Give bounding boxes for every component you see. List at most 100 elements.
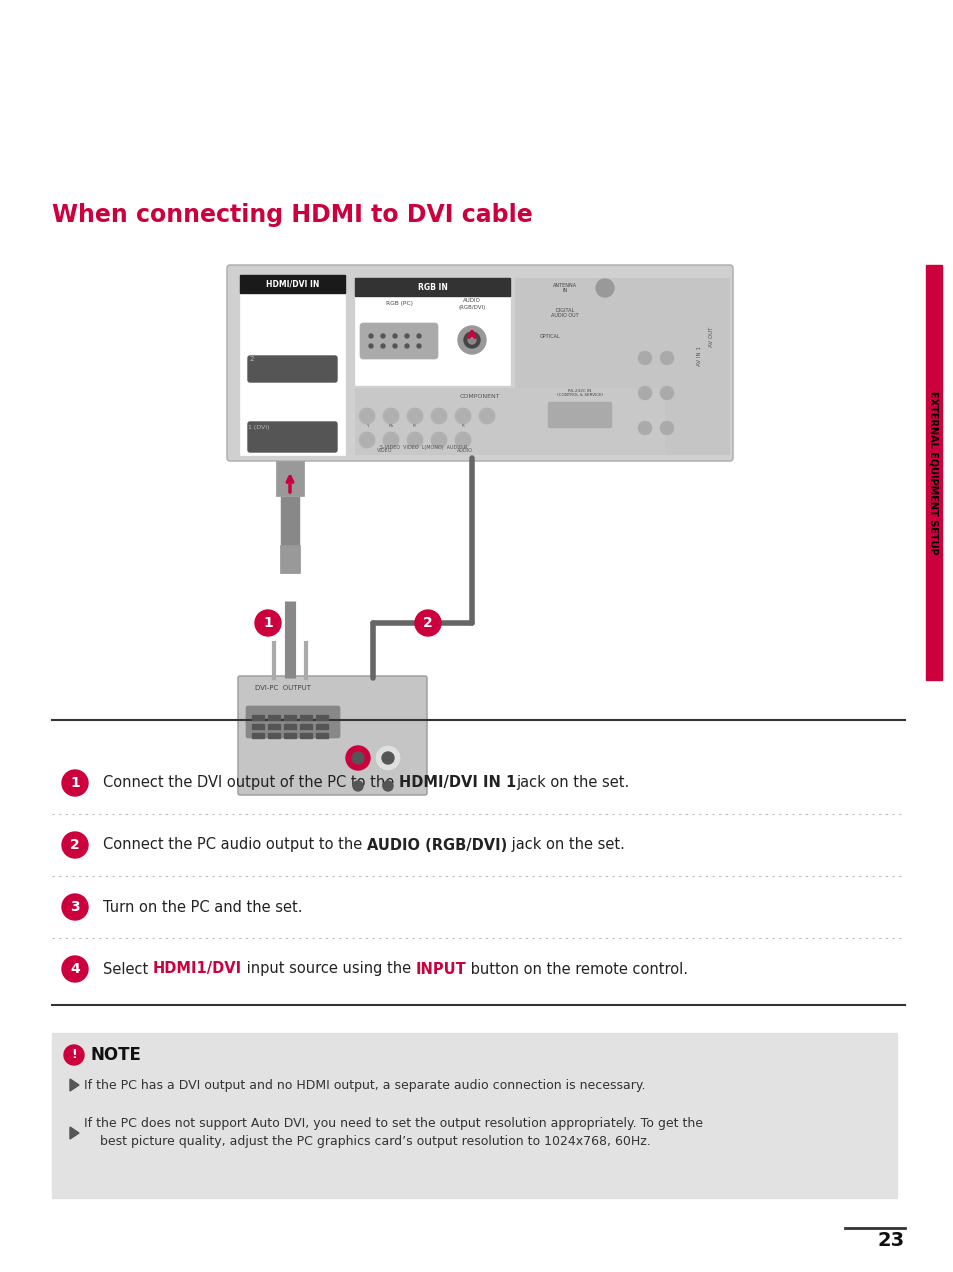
Text: AUDIO (RGB/DVI): AUDIO (RGB/DVI) [367, 837, 507, 852]
Text: HDMI1/DVI: HDMI1/DVI [152, 962, 242, 977]
Text: jack on the set.: jack on the set. [516, 776, 629, 790]
Bar [280, 544, 299, 572]
Text: jack on the set.: jack on the set. [507, 837, 624, 852]
Text: button on the remote control.: button on the remote control. [466, 962, 688, 977]
Text: 3: 3 [71, 901, 80, 915]
Bar [355, 279, 510, 296]
Bar [355, 388, 664, 455]
Circle shape [455, 432, 471, 448]
Circle shape [431, 432, 447, 448]
Circle shape [407, 432, 422, 448]
Circle shape [638, 385, 651, 399]
Text: !: ! [71, 1048, 77, 1062]
FancyBboxPatch shape [248, 422, 336, 452]
Text: If the PC has a DVI output and no HDMI output, a separate audio connection is ne: If the PC has a DVI output and no HDMI o… [84, 1079, 645, 1091]
Bar [925, 265, 941, 681]
Text: AV OUT: AV OUT [709, 327, 714, 347]
Bar [268, 724, 280, 729]
Circle shape [596, 279, 614, 296]
Text: RS-232C IN
(CONTROL & SERVICE): RS-232C IN (CONTROL & SERVICE) [557, 389, 602, 397]
Circle shape [369, 335, 373, 338]
Circle shape [62, 832, 88, 859]
Text: 2: 2 [250, 356, 254, 363]
Polygon shape [70, 1079, 79, 1091]
Text: ANTENNA
IN: ANTENNA IN [553, 282, 577, 294]
Circle shape [431, 408, 447, 424]
Circle shape [457, 326, 485, 354]
Circle shape [352, 752, 364, 764]
Circle shape [346, 745, 370, 770]
Text: VIDEO: VIDEO [376, 448, 393, 453]
Bar [284, 733, 295, 738]
FancyBboxPatch shape [246, 706, 339, 738]
Bar [315, 715, 328, 720]
Text: Pb: Pb [388, 424, 394, 427]
Text: COMPONENT: COMPONENT [459, 393, 499, 398]
FancyBboxPatch shape [248, 356, 336, 382]
Text: INPUT: INPUT [416, 962, 466, 977]
Bar [240, 275, 345, 293]
Circle shape [393, 335, 396, 338]
Text: RGB IN: RGB IN [417, 282, 447, 291]
Bar [315, 733, 328, 738]
Circle shape [468, 336, 476, 343]
Circle shape [382, 781, 393, 791]
Bar [252, 715, 264, 720]
Text: When connecting HDMI to DVI cable: When connecting HDMI to DVI cable [52, 204, 532, 226]
Text: S-VIDEO  VIDEO  L(MONO)  AUDIO R: S-VIDEO VIDEO L(MONO) AUDIO R [379, 445, 467, 450]
Bar [515, 279, 729, 455]
Bar [252, 724, 264, 729]
Polygon shape [70, 1127, 79, 1138]
Circle shape [405, 343, 409, 349]
Circle shape [254, 611, 281, 636]
Circle shape [382, 408, 398, 424]
Text: Connect the PC audio output to the: Connect the PC audio output to the [103, 837, 367, 852]
Text: 1: 1 [71, 776, 80, 790]
Circle shape [638, 351, 651, 365]
Text: 23: 23 [877, 1230, 904, 1249]
Text: Connect the DVI output of the PC to the: Connect the DVI output of the PC to the [103, 776, 398, 790]
Text: Select: Select [103, 962, 152, 977]
Circle shape [415, 611, 440, 636]
Bar [299, 715, 312, 720]
Circle shape [638, 421, 651, 435]
Circle shape [659, 421, 673, 435]
Circle shape [416, 335, 420, 338]
Text: 4: 4 [71, 962, 80, 976]
FancyBboxPatch shape [359, 323, 437, 359]
Bar [299, 733, 312, 738]
Circle shape [455, 408, 471, 424]
Bar [240, 275, 345, 455]
Circle shape [369, 343, 373, 349]
Text: Y: Y [365, 424, 368, 427]
Bar [284, 724, 295, 729]
Text: NOTE: NOTE [91, 1046, 142, 1063]
Circle shape [380, 335, 385, 338]
Circle shape [382, 432, 398, 448]
Circle shape [407, 408, 422, 424]
Text: 2: 2 [423, 616, 433, 630]
Circle shape [62, 894, 88, 920]
Text: AV IN 1: AV IN 1 [697, 346, 701, 366]
Text: HDMI/DVI IN 1: HDMI/DVI IN 1 [398, 776, 516, 790]
Text: Turn on the PC and the set.: Turn on the PC and the set. [103, 899, 302, 915]
Bar [355, 279, 510, 385]
Text: input source using the: input source using the [242, 962, 416, 977]
Circle shape [62, 957, 88, 982]
Text: AUDIO: AUDIO [456, 448, 473, 453]
Text: 2: 2 [71, 838, 80, 852]
Circle shape [62, 770, 88, 796]
Text: AUDIO
(RGB/DVI): AUDIO (RGB/DVI) [457, 299, 485, 309]
Circle shape [381, 752, 394, 764]
FancyBboxPatch shape [237, 675, 427, 795]
Text: Pr: Pr [413, 424, 416, 427]
Circle shape [416, 343, 420, 349]
Text: 1: 1 [263, 616, 273, 630]
Circle shape [463, 332, 479, 349]
Bar [299, 724, 312, 729]
Bar [315, 724, 328, 729]
Circle shape [358, 432, 375, 448]
Text: OPTICAL: OPTICAL [539, 333, 559, 338]
Bar [268, 733, 280, 738]
Text: R: R [461, 424, 464, 427]
